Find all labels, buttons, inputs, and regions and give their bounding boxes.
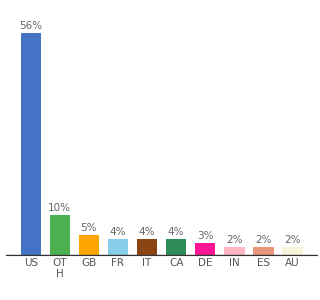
Text: 4%: 4% xyxy=(168,227,184,237)
Text: 4%: 4% xyxy=(139,227,155,237)
Text: 2%: 2% xyxy=(284,235,301,245)
Text: 2%: 2% xyxy=(226,235,243,245)
Text: 56%: 56% xyxy=(19,21,42,31)
Bar xyxy=(224,247,244,255)
Bar xyxy=(20,33,41,255)
Text: 4%: 4% xyxy=(110,227,126,237)
Bar xyxy=(166,239,186,255)
Bar xyxy=(50,215,70,255)
Bar xyxy=(79,235,99,255)
Text: 10%: 10% xyxy=(48,203,71,213)
Bar xyxy=(282,247,303,255)
Text: 2%: 2% xyxy=(255,235,272,245)
Bar xyxy=(108,239,128,255)
Bar xyxy=(137,239,157,255)
Bar xyxy=(253,247,274,255)
Text: 5%: 5% xyxy=(81,223,97,233)
Bar xyxy=(195,243,215,255)
Text: 3%: 3% xyxy=(197,231,213,241)
